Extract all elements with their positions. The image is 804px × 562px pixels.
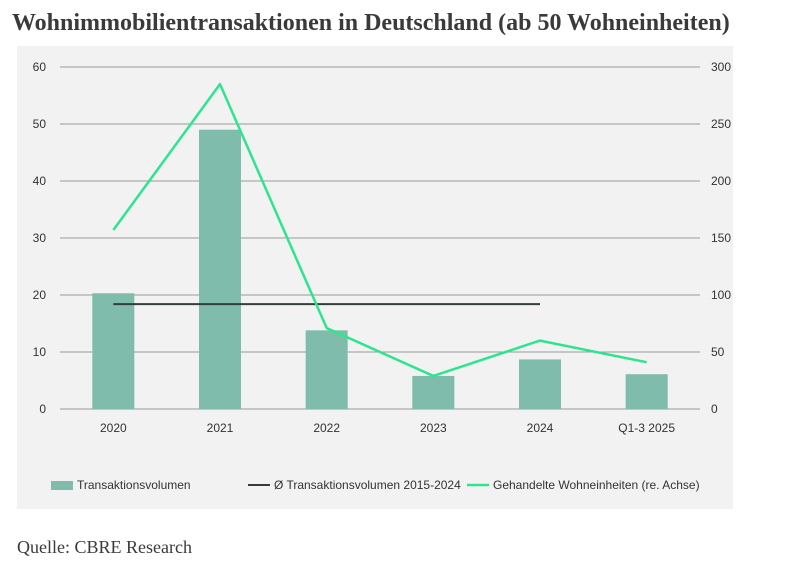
legend-label: Gehandelte Wohneinheiten (re. Achse) (493, 478, 700, 492)
gridlines (60, 66, 700, 410)
right-tick-label: 250 (711, 117, 731, 131)
legend-label: Transaktionsvolumen (77, 478, 191, 492)
x-tick-label: 2021 (207, 421, 234, 435)
bar (305, 330, 348, 409)
left-tick-label: 50 (33, 117, 47, 131)
left-axis-ticks: 0 10 20 30 40 50 60 (33, 60, 47, 416)
bars (92, 129, 668, 409)
chart-area: 0 10 20 30 40 50 60 0 50 100 150 200 250 300 2020 202… (17, 46, 733, 509)
bar (199, 129, 241, 409)
right-tick-label: 50 (711, 345, 725, 359)
x-tick-label: 2022 (313, 421, 340, 435)
left-tick-label: 30 (33, 231, 47, 245)
x-tick-label: 2020 (100, 421, 127, 435)
chart-title: Wohnimmobilientransaktionen in Deutschla… (12, 10, 730, 36)
right-axis-ticks: 0 50 100 150 200 250 300 (711, 60, 731, 416)
left-tick-label: 60 (33, 60, 47, 74)
left-tick-label: 20 (33, 288, 47, 302)
legend-swatch-bar (51, 481, 73, 490)
source-note: Quelle: CBRE Research (17, 537, 192, 557)
right-tick-label: 0 (711, 402, 718, 416)
x-tick-label: 2024 (527, 421, 554, 435)
right-tick-label: 100 (711, 288, 731, 302)
units-line-layer (112, 82, 647, 378)
x-tick-label: 2023 (420, 421, 447, 435)
bar (519, 359, 561, 409)
bar (412, 375, 455, 409)
bar (625, 374, 668, 409)
right-tick-label: 150 (711, 231, 731, 245)
right-tick-label: 200 (711, 174, 731, 188)
x-axis-ticks: 2020 2021 2022 2023 2024 Q1-3 2025 (100, 421, 675, 435)
bar (92, 293, 135, 409)
units-line (112, 82, 647, 378)
left-tick-label: 10 (33, 345, 47, 359)
left-tick-label: 0 (39, 402, 46, 416)
legend-label: Ø Transaktionsvolumen 2015-2024 (274, 478, 461, 492)
x-tick-label: Q1-3 2025 (618, 421, 675, 435)
left-tick-label: 40 (33, 174, 47, 188)
right-tick-label: 300 (711, 60, 731, 74)
legend: Transaktionsvolumen Ø Transaktionsvolumen… (51, 478, 700, 492)
